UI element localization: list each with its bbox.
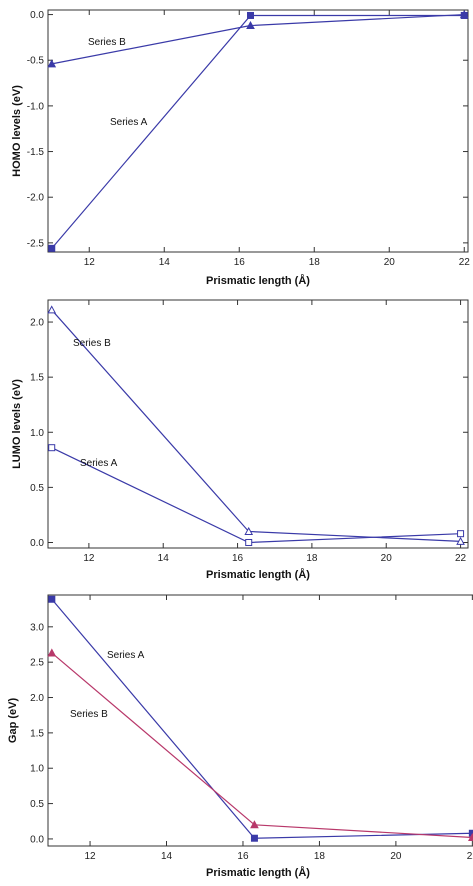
x-tick-label: 16 [234, 257, 246, 268]
y-tick-label: 0.0 [30, 834, 44, 845]
series-line-a [51, 598, 473, 839]
series-line-b [51, 652, 473, 839]
x-tick-label: 14 [158, 553, 170, 564]
x-axis-title: Prismatic length (Å) [206, 866, 310, 879]
x-tick-label: 20 [381, 553, 393, 564]
series-label-a: Series A [107, 650, 145, 661]
x-tick-label: 12 [84, 851, 96, 862]
y-tick-label: -1.5 [27, 147, 45, 158]
data-point-b [468, 832, 473, 842]
data-point-a [250, 834, 258, 842]
chart-panel-2: 12 14 16 18 20 22 0.0 0.5 1.0 1.5 2.0 Prismatic len… [11, 299, 469, 581]
chart-panel-1: 12 14 16 18 20 22 0.0 -0.5 -1.0 -1.5 -2.0 -2.5 Prism… [11, 9, 471, 287]
y-tick-label: 1.0 [30, 428, 44, 439]
y-axis-title: HOMO levels (eV) [11, 85, 23, 177]
x-tick-label: 18 [309, 257, 321, 268]
series-label-b: Series B [73, 338, 111, 349]
y-tick-label: -2.5 [27, 238, 45, 249]
data-point-a [247, 11, 254, 19]
data-point-b [246, 20, 255, 30]
x-tick-label: 18 [314, 851, 326, 862]
x-tick-label: 12 [84, 257, 96, 268]
data-point-a [245, 538, 253, 546]
y-tick-label: 1.5 [30, 373, 44, 384]
y-tick-label: 0.5 [30, 483, 44, 494]
y-tick-label: -2.0 [27, 193, 45, 204]
data-point-a [457, 530, 465, 538]
y-tick-label: 0.0 [30, 10, 44, 21]
data-point-b [47, 305, 57, 314]
y-axis-title: LUMO levels (eV) [11, 379, 23, 469]
x-tick-label: 16 [237, 851, 249, 862]
series-label-a: Series A [80, 458, 118, 469]
plot-frame [47, 594, 473, 847]
y-axis-title: Gap (eV) [7, 698, 19, 744]
y-tick-label: 1.5 [30, 728, 44, 739]
series-label-a: Series A [110, 117, 148, 128]
x-tick-label: 20 [390, 851, 402, 862]
y-tick-label: 0.0 [30, 538, 44, 549]
data-point-a [48, 595, 56, 603]
x-tick-label: 14 [161, 851, 173, 862]
x-tick-label: 16 [232, 553, 244, 564]
data-point-b [47, 59, 57, 68]
data-point-b [244, 526, 254, 535]
x-tick-label: 22 [467, 851, 473, 862]
y-tick-label: 3.0 [30, 622, 44, 633]
y-tick-label: 2.5 [30, 658, 44, 669]
y-tick-label: 2.0 [30, 693, 44, 704]
plot-frame [47, 9, 469, 253]
data-point-a [48, 444, 56, 452]
x-tick-label: 20 [384, 257, 396, 268]
data-point-a [48, 244, 56, 252]
x-axis-title: Prismatic length (Å) [206, 568, 310, 581]
plot-frame [47, 299, 469, 549]
data-point-b [459, 10, 469, 19]
x-tick-label: 22 [455, 553, 467, 564]
y-tick-label: -0.5 [27, 56, 45, 67]
y-tick-label: -1.0 [27, 101, 45, 112]
series-label-b: Series B [88, 37, 126, 48]
x-axis-title: Prismatic length (Å) [206, 274, 310, 287]
y-tick-label: 1.0 [30, 764, 44, 775]
series-label-b: Series B [70, 709, 108, 720]
chart-panel-3: 12 14 16 18 20 22 0.0 0.5 1.0 1.5 2.0 2.5 3.0 Prismat… [7, 594, 473, 879]
y-tick-label: 2.0 [30, 318, 44, 329]
x-tick-label: 14 [159, 257, 171, 268]
y-tick-label: 0.5 [30, 799, 44, 810]
series-line-a [51, 14, 465, 249]
data-point-b [456, 536, 465, 545]
series-line-b [51, 309, 461, 542]
data-point-b [250, 820, 259, 829]
x-tick-label: 12 [83, 553, 95, 564]
x-tick-label: 18 [306, 553, 318, 564]
x-tick-label: 22 [459, 257, 471, 268]
data-point-b [47, 648, 57, 657]
